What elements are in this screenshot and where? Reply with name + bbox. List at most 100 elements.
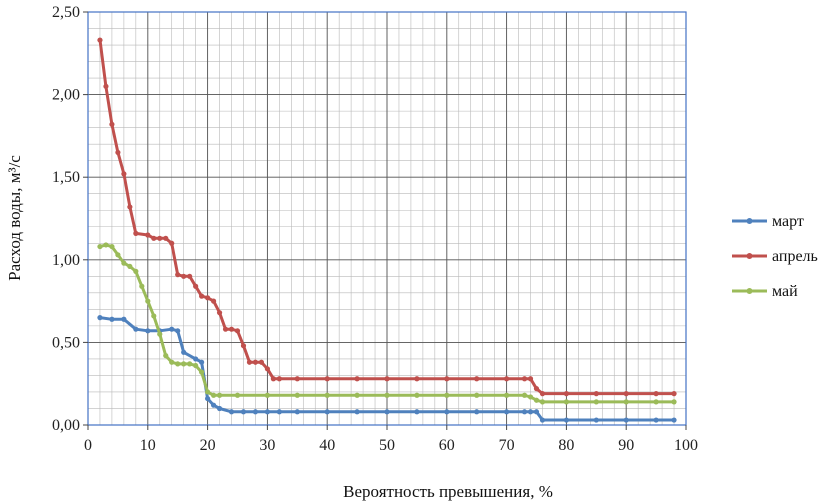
data-point <box>234 392 241 398</box>
data-point <box>97 37 103 43</box>
data-point <box>157 235 163 241</box>
data-point <box>294 392 300 398</box>
data-point <box>240 409 247 415</box>
data-point <box>671 391 677 397</box>
data-point <box>199 293 205 299</box>
series-апрель <box>97 37 677 397</box>
x-tick-label: 20 <box>200 437 216 454</box>
data-point <box>121 316 127 322</box>
data-point <box>127 204 133 210</box>
data-point <box>246 359 253 365</box>
data-point <box>103 83 109 89</box>
data-point <box>504 392 510 398</box>
data-point <box>240 343 247 349</box>
data-point <box>133 268 139 274</box>
data-point <box>139 283 145 289</box>
data-point <box>210 392 217 398</box>
data-point <box>115 252 121 258</box>
data-point <box>163 353 169 359</box>
data-point <box>216 405 223 412</box>
data-point <box>521 376 528 382</box>
x-tick-label: 80 <box>558 437 574 454</box>
data-point <box>539 417 546 423</box>
data-point <box>199 369 205 375</box>
data-point <box>527 409 534 415</box>
data-point <box>294 409 300 415</box>
data-point <box>653 417 659 423</box>
data-point <box>354 392 360 398</box>
legend-label: май <box>772 283 798 300</box>
series-layer <box>97 37 677 423</box>
x-tick-label: 70 <box>499 437 515 454</box>
data-point <box>109 121 115 127</box>
data-point <box>294 376 300 382</box>
x-tick-label: 10 <box>140 437 156 454</box>
data-point <box>504 376 510 382</box>
data-point <box>181 273 187 279</box>
y-tick-label: 1,00 <box>52 252 80 269</box>
data-point <box>121 171 127 177</box>
data-point <box>474 376 480 382</box>
data-point <box>193 283 199 289</box>
data-point <box>270 376 276 382</box>
series-май <box>97 242 677 405</box>
data-point <box>264 366 270 372</box>
data-point <box>145 328 151 334</box>
legend: март апрель май <box>732 213 818 300</box>
data-point <box>199 359 205 365</box>
data-point <box>671 399 677 405</box>
data-point <box>115 149 121 156</box>
legend-label: апрель <box>772 248 818 265</box>
data-point <box>109 243 115 250</box>
data-point <box>521 409 528 415</box>
data-point <box>653 399 659 405</box>
data-point <box>324 409 330 415</box>
data-point <box>151 235 157 241</box>
data-point <box>121 260 127 266</box>
data-point <box>210 402 217 408</box>
data-point <box>175 272 181 278</box>
y-axis-title: Расход воды, м³/с <box>5 155 24 281</box>
data-point <box>205 295 211 301</box>
data-point <box>252 359 259 365</box>
data-point <box>324 392 330 398</box>
data-point <box>276 376 282 382</box>
data-point <box>258 359 265 365</box>
data-point <box>216 310 223 316</box>
data-point <box>193 362 199 369</box>
data-point <box>623 391 629 397</box>
data-point <box>216 392 223 398</box>
data-point <box>563 391 570 397</box>
data-point <box>222 326 229 332</box>
data-point <box>593 417 599 423</box>
data-point <box>187 273 193 279</box>
legend-item-апрель: апрель <box>732 248 818 265</box>
data-point <box>151 313 157 319</box>
data-point <box>414 409 420 415</box>
legend-item-май: май <box>732 283 798 300</box>
data-point <box>527 376 534 382</box>
data-point <box>145 298 151 304</box>
data-point <box>504 409 510 415</box>
x-tick-label: 50 <box>379 437 395 454</box>
data-point <box>234 328 241 334</box>
data-point <box>210 298 217 304</box>
data-point <box>324 376 330 382</box>
data-point <box>133 230 139 236</box>
data-point <box>181 361 187 367</box>
legend-marker <box>746 218 753 224</box>
series-март <box>97 315 677 423</box>
data-point <box>533 386 540 392</box>
data-point <box>109 316 115 322</box>
data-point <box>276 409 282 415</box>
y-tick-label: 2,50 <box>52 4 80 21</box>
data-point <box>444 376 450 382</box>
data-point <box>533 409 540 415</box>
data-point <box>414 392 420 398</box>
data-point <box>187 361 193 367</box>
major-grid <box>87 11 687 426</box>
data-point <box>157 331 163 337</box>
x-tick-label: 60 <box>439 437 455 454</box>
data-point <box>539 399 546 405</box>
data-point <box>384 409 390 415</box>
